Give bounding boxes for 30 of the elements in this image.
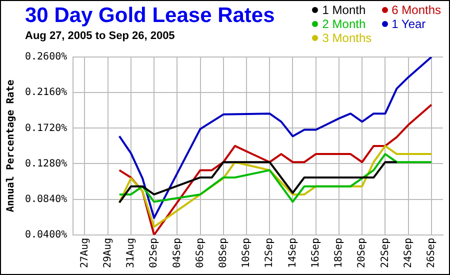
y-tick-label: 0.0840%	[24, 194, 68, 205]
x-tick-label: 26Sep	[426, 238, 438, 268]
legend-label: 2 Month	[322, 17, 366, 31]
legend-label: 6 Months	[392, 3, 441, 17]
x-tick-label: 08Sep	[218, 238, 229, 268]
x-tick-label: 10Sep	[241, 238, 252, 268]
y-tick-label: 0.1280%	[24, 158, 68, 170]
x-tick-label: 31Aug	[126, 238, 137, 268]
x-tick-label: 16Sep	[310, 238, 322, 268]
x-tick-label: 24Sep	[402, 238, 414, 268]
x-tick-label: 29Aug	[102, 238, 114, 268]
x-tick-label: 12Sep	[264, 238, 276, 268]
x-tick-label: 27Aug	[79, 238, 90, 268]
legend-label: 1 Year	[392, 17, 426, 31]
x-tick-label: 22Sep	[380, 238, 391, 268]
y-tick-label: 0.2160%	[24, 87, 68, 98]
x-tick-label: 18Sep	[334, 238, 345, 268]
x-tick-label: 06Sep	[194, 238, 206, 268]
legend-label: 1 Month	[322, 3, 366, 17]
x-tick-label: 04Sep	[172, 238, 183, 268]
x-tick-label: 14Sep	[287, 238, 298, 268]
chart-title: 30 Day Gold Lease Rates	[25, 4, 275, 28]
x-tick-label: 02Sep	[148, 238, 160, 268]
y-axis-title: Annual Percentage Rate	[6, 80, 17, 212]
chart-subtitle: Aug 27, 2005 to Sep 26, 2005	[25, 30, 175, 42]
y-tick-label: 0.1720%	[24, 122, 68, 134]
legend-label: 3 Months	[322, 31, 372, 45]
x-tick-label: 20Sep	[356, 238, 368, 268]
y-tick-label: 0.0400%	[24, 229, 68, 240]
y-tick-label: 0.2600%	[24, 52, 68, 63]
